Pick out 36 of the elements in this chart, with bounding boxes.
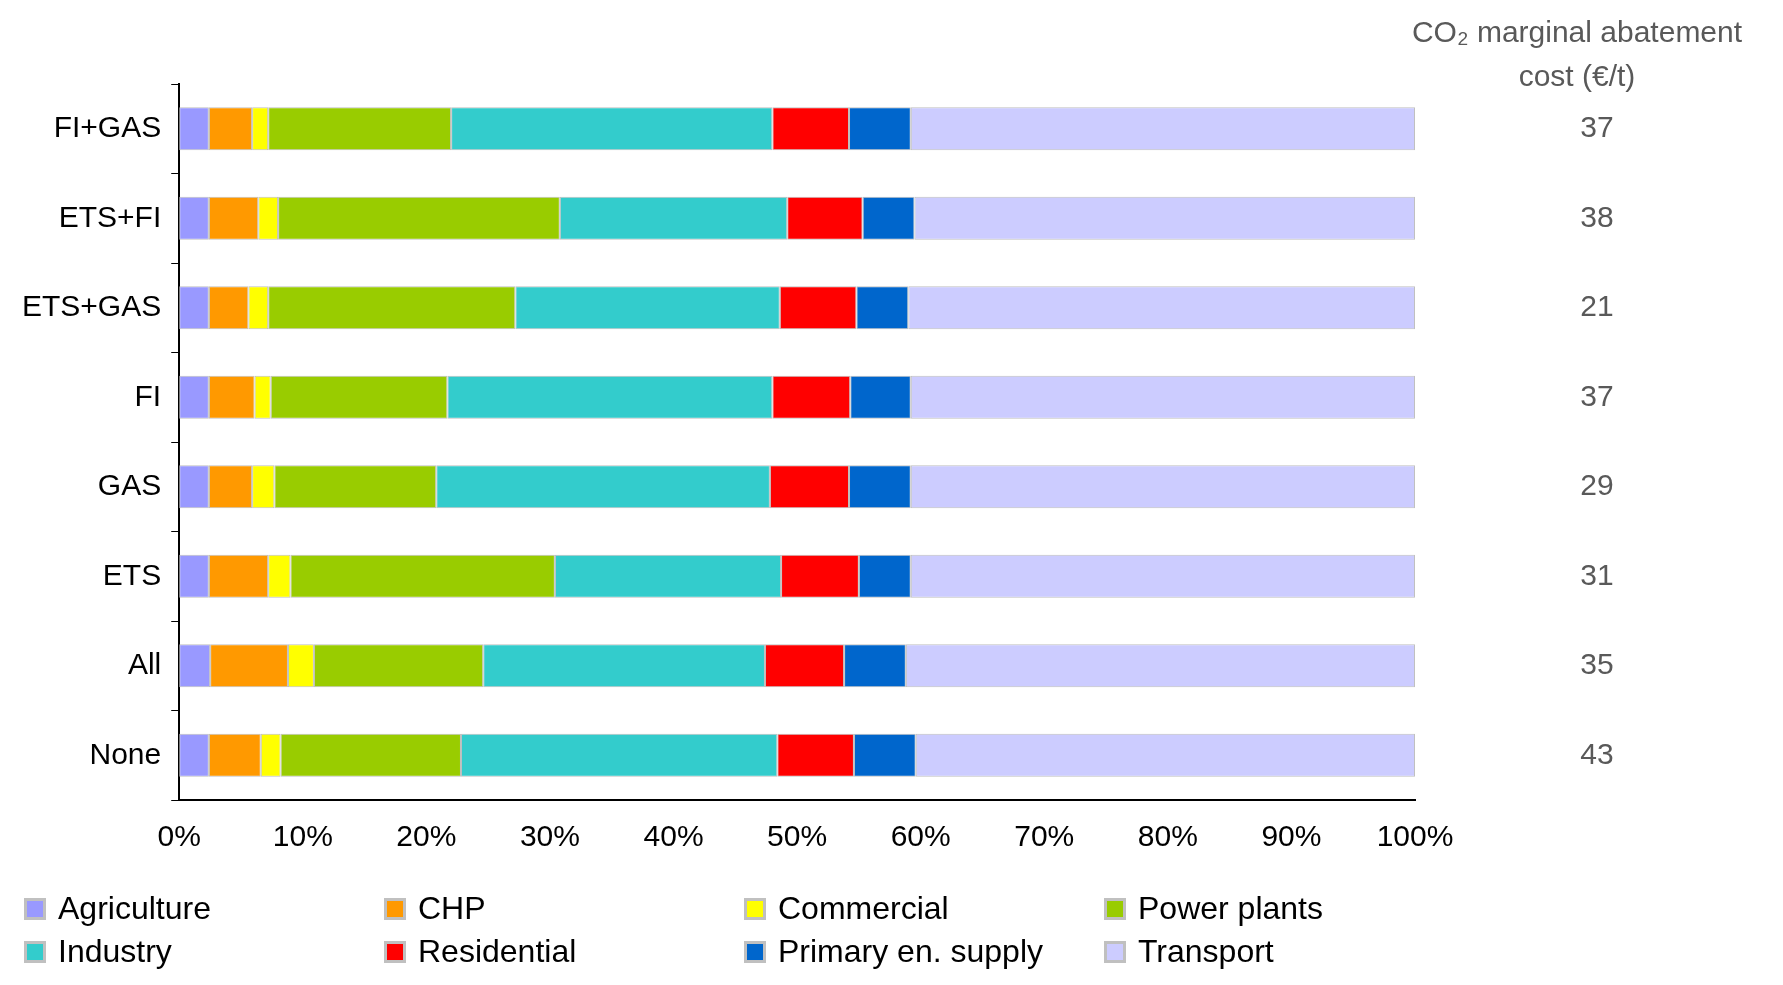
x-tick-label: 10% [272,819,333,853]
legend-label: CHP [418,890,486,927]
legend-label: Transport [1138,933,1274,970]
annotation: CO₂ marginal abatement cost (€/t) [1411,15,1743,93]
text: 21 [1580,289,1614,323]
x-tick-label: 50% [767,819,828,853]
x-tick-label: 70% [1014,819,1075,853]
y-tick-label: GAS [97,468,162,502]
text: 37 [1580,110,1614,144]
x-tick-label: 0% [157,819,201,853]
text: 35 [1580,647,1614,681]
y-tick-label: All [127,647,162,681]
legend-label: Residential [418,933,577,970]
y-tick-label: None [89,736,162,770]
x-tick-label: 60% [890,819,951,853]
x-tick-label: 80% [1137,819,1198,853]
legend-label: Primary en. supply [778,933,1043,970]
text: 43 [1580,736,1614,770]
legend-label: Agriculture [58,890,211,927]
x-tick-label: 90% [1261,819,1322,853]
text: 31 [1580,557,1614,591]
text: 38 [1580,199,1614,233]
x-tick-label: 100% [1376,819,1454,853]
text: 37 [1580,378,1614,412]
legend-label: Commercial [778,890,949,927]
x-tick-label: 20% [396,819,457,853]
y-tick-label: ETS+GAS [22,289,162,323]
y-tick-label: ETS [102,557,162,591]
legend-label: Industry [58,933,172,970]
x-tick-label: 30% [519,819,580,853]
y-tick-label: FI+GAS [53,110,162,144]
legend-label: Power plants [1138,890,1323,927]
y-tick-label: FI [134,378,162,412]
x-tick-label: 40% [643,819,704,853]
y-tick-label: ETS+FI [58,199,162,233]
text: 29 [1580,468,1614,502]
